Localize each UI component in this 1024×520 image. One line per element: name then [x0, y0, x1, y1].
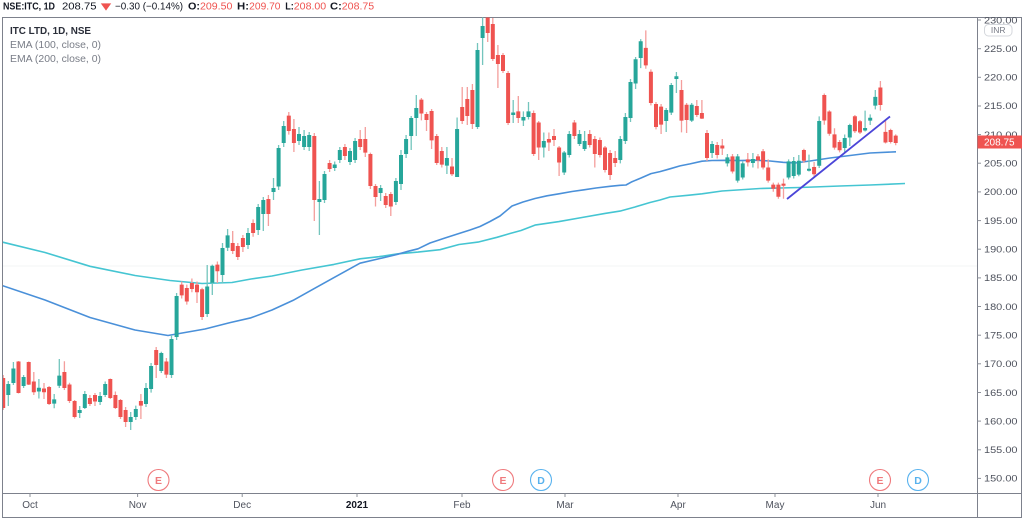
svg-text:May: May	[766, 500, 785, 511]
svg-text:E: E	[155, 475, 162, 487]
svg-text:150.00: 150.00	[984, 474, 1018, 485]
svg-text:NSE:ITC, 1D: NSE:ITC, 1D	[3, 2, 55, 13]
svg-text:Jun: Jun	[870, 500, 886, 511]
svg-text:EMA (100, close, 0): EMA (100, close, 0)	[10, 40, 101, 51]
svg-text:200.00: 200.00	[984, 187, 1018, 198]
svg-text:ITC LTD, 1D, NSE: ITC LTD, 1D, NSE	[10, 26, 91, 37]
svg-text:215.00: 215.00	[984, 101, 1018, 112]
svg-text:C:: C:	[330, 2, 342, 13]
svg-text:230.00: 230.00	[984, 15, 1018, 26]
svg-text:Feb: Feb	[453, 500, 471, 511]
svg-text:225.00: 225.00	[984, 44, 1018, 55]
svg-text:155.00: 155.00	[984, 445, 1018, 456]
svg-text:195.00: 195.00	[984, 216, 1018, 227]
svg-text:Oct: Oct	[22, 500, 38, 511]
svg-text:208.75: 208.75	[342, 2, 375, 13]
svg-text:−0.30 (−0.14%): −0.30 (−0.14%)	[115, 2, 183, 13]
svg-text:165.00: 165.00	[984, 388, 1018, 399]
svg-text:170.00: 170.00	[984, 359, 1018, 370]
svg-text:180.00: 180.00	[984, 302, 1018, 313]
svg-text:INR: INR	[991, 25, 1006, 35]
svg-text:205.00: 205.00	[984, 159, 1018, 170]
svg-text:210.00: 210.00	[984, 130, 1018, 141]
svg-text:160.00: 160.00	[984, 416, 1018, 427]
svg-text:2021: 2021	[346, 500, 369, 511]
svg-text:D: D	[914, 475, 922, 487]
svg-text:Mar: Mar	[556, 500, 574, 511]
svg-text:Nov: Nov	[129, 500, 147, 511]
svg-text:209.50: 209.50	[200, 2, 233, 13]
svg-text:E: E	[876, 475, 883, 487]
svg-text:220.00: 220.00	[984, 73, 1018, 84]
svg-text:L:: L:	[285, 2, 294, 13]
svg-text:208.75: 208.75	[984, 138, 1015, 149]
svg-text:209.70: 209.70	[249, 2, 281, 13]
svg-text:175.00: 175.00	[984, 331, 1018, 342]
svg-text:190.00: 190.00	[984, 245, 1018, 256]
svg-text:O:: O:	[188, 2, 200, 13]
svg-text:Dec: Dec	[233, 500, 251, 511]
svg-text:208.00: 208.00	[294, 2, 327, 13]
svg-text:185.00: 185.00	[984, 273, 1018, 284]
svg-text:D: D	[537, 475, 545, 487]
svg-text:E: E	[499, 475, 506, 487]
svg-text:EMA (200, close, 0): EMA (200, close, 0)	[10, 54, 101, 65]
svg-text:H:: H:	[237, 2, 249, 13]
svg-text:208.75: 208.75	[62, 2, 97, 13]
svg-text:Apr: Apr	[670, 500, 686, 511]
